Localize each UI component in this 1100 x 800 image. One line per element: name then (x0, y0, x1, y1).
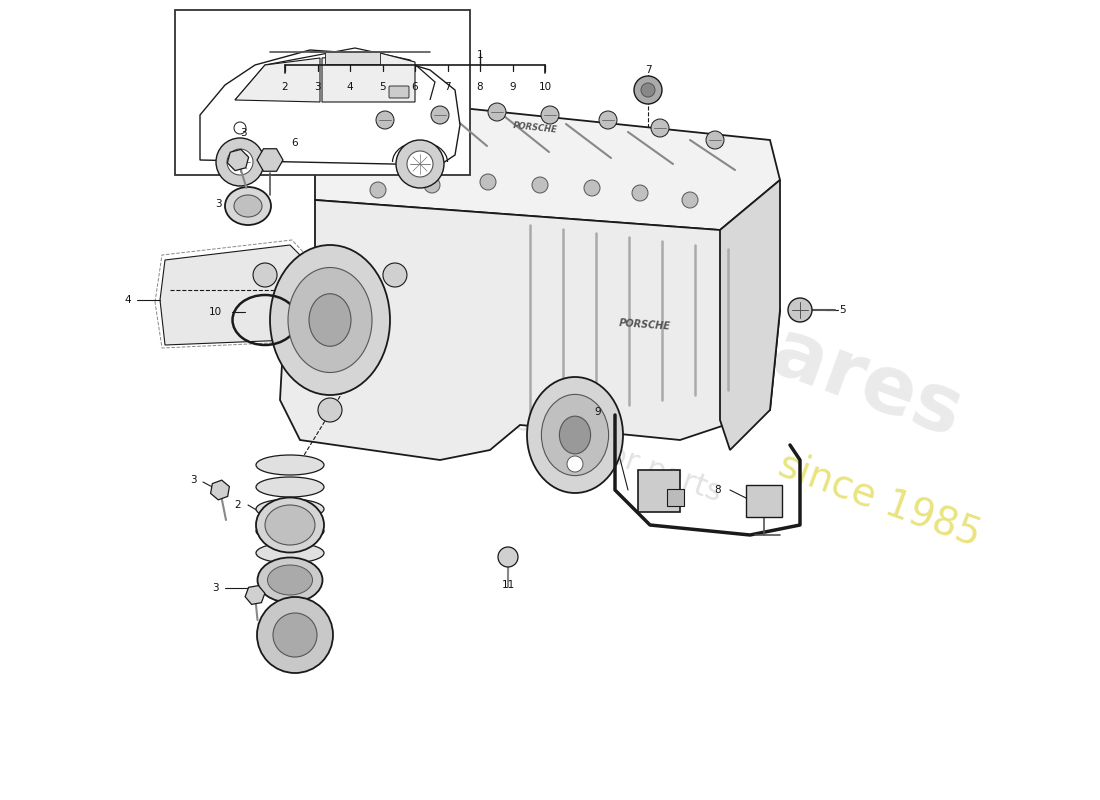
Text: 8: 8 (715, 485, 722, 495)
Circle shape (273, 613, 317, 657)
Polygon shape (228, 150, 249, 170)
Text: 3: 3 (240, 128, 246, 138)
Circle shape (788, 298, 812, 322)
Polygon shape (210, 480, 230, 500)
Circle shape (253, 263, 277, 287)
Text: 3: 3 (315, 82, 321, 92)
Ellipse shape (226, 187, 271, 225)
Polygon shape (280, 200, 780, 460)
Circle shape (216, 138, 264, 186)
Text: 7: 7 (444, 82, 451, 92)
Text: 1: 1 (476, 50, 483, 60)
Circle shape (383, 263, 407, 287)
Ellipse shape (256, 499, 324, 519)
Text: 4: 4 (346, 82, 353, 92)
Text: 9: 9 (509, 82, 516, 92)
Ellipse shape (265, 505, 315, 545)
Text: 6: 6 (292, 138, 298, 148)
Text: 2: 2 (282, 82, 288, 92)
Ellipse shape (267, 565, 312, 595)
Text: 2: 2 (234, 500, 241, 510)
Polygon shape (235, 58, 320, 102)
Ellipse shape (256, 543, 324, 563)
Ellipse shape (541, 394, 608, 475)
Circle shape (431, 106, 449, 124)
Circle shape (396, 140, 444, 188)
Circle shape (632, 185, 648, 201)
Circle shape (541, 106, 559, 124)
Polygon shape (245, 586, 265, 604)
Text: PORSCHE: PORSCHE (619, 318, 671, 332)
Bar (175, 10, 470, 175)
Ellipse shape (309, 294, 351, 346)
Text: since 1985: since 1985 (773, 446, 987, 554)
Circle shape (424, 177, 440, 193)
Ellipse shape (256, 477, 324, 497)
Circle shape (706, 131, 724, 149)
Circle shape (234, 122, 246, 134)
Circle shape (257, 597, 333, 673)
Text: 8: 8 (476, 82, 483, 92)
Circle shape (318, 398, 342, 422)
Ellipse shape (560, 416, 591, 454)
Polygon shape (160, 245, 315, 345)
Text: 5: 5 (379, 82, 386, 92)
Circle shape (641, 83, 654, 97)
FancyBboxPatch shape (389, 86, 409, 98)
Text: 9: 9 (595, 407, 602, 417)
Text: 10: 10 (538, 82, 551, 92)
Text: 3: 3 (189, 475, 196, 485)
Ellipse shape (256, 498, 324, 553)
Circle shape (480, 174, 496, 190)
Polygon shape (322, 53, 415, 102)
Text: 5: 5 (838, 305, 845, 315)
Ellipse shape (234, 195, 262, 217)
Text: 6: 6 (411, 82, 418, 92)
Circle shape (376, 111, 394, 129)
Circle shape (682, 192, 698, 208)
Text: 11: 11 (502, 580, 515, 590)
Text: 3: 3 (211, 583, 218, 593)
Text: 7: 7 (645, 65, 651, 75)
Circle shape (498, 547, 518, 567)
Circle shape (407, 151, 433, 177)
Circle shape (584, 180, 600, 196)
Circle shape (651, 119, 669, 137)
Circle shape (227, 149, 253, 175)
Circle shape (532, 177, 548, 193)
Text: eurospares: eurospares (468, 206, 972, 454)
Polygon shape (315, 100, 780, 230)
Ellipse shape (256, 521, 324, 541)
FancyBboxPatch shape (324, 52, 380, 64)
Ellipse shape (288, 267, 372, 373)
Polygon shape (257, 149, 283, 171)
Text: passion for parts: passion for parts (474, 393, 725, 507)
Circle shape (600, 111, 617, 129)
FancyBboxPatch shape (667, 489, 684, 506)
Circle shape (566, 456, 583, 472)
Ellipse shape (257, 558, 322, 602)
Circle shape (488, 103, 506, 121)
FancyBboxPatch shape (746, 485, 782, 517)
Text: 4: 4 (124, 295, 131, 305)
Ellipse shape (270, 245, 390, 395)
Ellipse shape (527, 377, 623, 493)
Polygon shape (720, 180, 780, 450)
FancyBboxPatch shape (638, 470, 680, 512)
Ellipse shape (256, 455, 324, 475)
Text: PORSCHE: PORSCHE (513, 121, 558, 135)
Polygon shape (200, 50, 460, 165)
Text: 3: 3 (214, 199, 221, 209)
Text: 10: 10 (208, 307, 221, 317)
Circle shape (634, 76, 662, 104)
Circle shape (370, 182, 386, 198)
